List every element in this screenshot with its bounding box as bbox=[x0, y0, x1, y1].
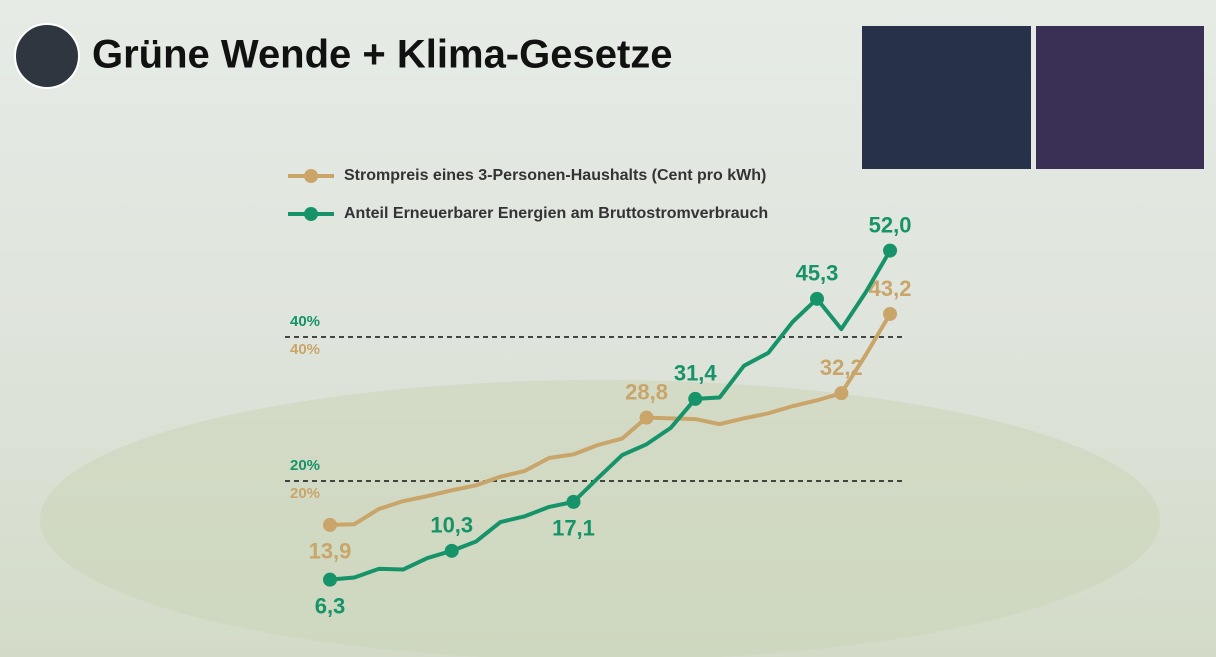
forest-backdrop bbox=[40, 380, 1160, 657]
data-point bbox=[323, 517, 337, 532]
video-thumbnail bbox=[1036, 26, 1204, 169]
data-point bbox=[566, 494, 581, 509]
data-label: 52,0 bbox=[869, 212, 912, 237]
data-point bbox=[444, 543, 459, 558]
data-label: 10,3 bbox=[430, 513, 473, 538]
legend-swatch bbox=[304, 169, 318, 183]
y-tick-label: 20% bbox=[290, 457, 320, 474]
data-label: 17,1 bbox=[552, 516, 595, 541]
data-label: 32,2 bbox=[820, 355, 863, 380]
legend-label: Anteil Erneuerbarer Energien am Bruttost… bbox=[344, 205, 768, 222]
legend-label: Strompreis eines 3-Personen-Haushalts (C… bbox=[344, 167, 766, 184]
chart-title: Grüne Wende + Klima-Gesetze bbox=[92, 33, 673, 77]
legend-swatch bbox=[304, 207, 318, 221]
series-line bbox=[329, 312, 892, 527]
y-tick-label: 40% bbox=[290, 313, 320, 330]
data-point bbox=[639, 410, 654, 425]
video-thumbnail bbox=[862, 26, 1031, 169]
data-label: 6,3 bbox=[315, 593, 346, 618]
data-point bbox=[323, 572, 337, 587]
data-label: 31,4 bbox=[674, 361, 718, 386]
data-point bbox=[688, 391, 703, 406]
data-label: 13,9 bbox=[309, 539, 352, 564]
series-line bbox=[329, 249, 892, 582]
avatar bbox=[14, 23, 80, 89]
data-label: 43,2 bbox=[869, 276, 912, 301]
y2-tick-label: 40% bbox=[290, 341, 320, 358]
data-label: 45,3 bbox=[796, 261, 839, 286]
y2-tick-label: 20% bbox=[290, 485, 320, 502]
data-point bbox=[810, 291, 824, 306]
data-label: 28,8 bbox=[625, 379, 668, 404]
data-point bbox=[834, 386, 849, 401]
data-point bbox=[883, 306, 898, 321]
data-point bbox=[883, 243, 898, 258]
